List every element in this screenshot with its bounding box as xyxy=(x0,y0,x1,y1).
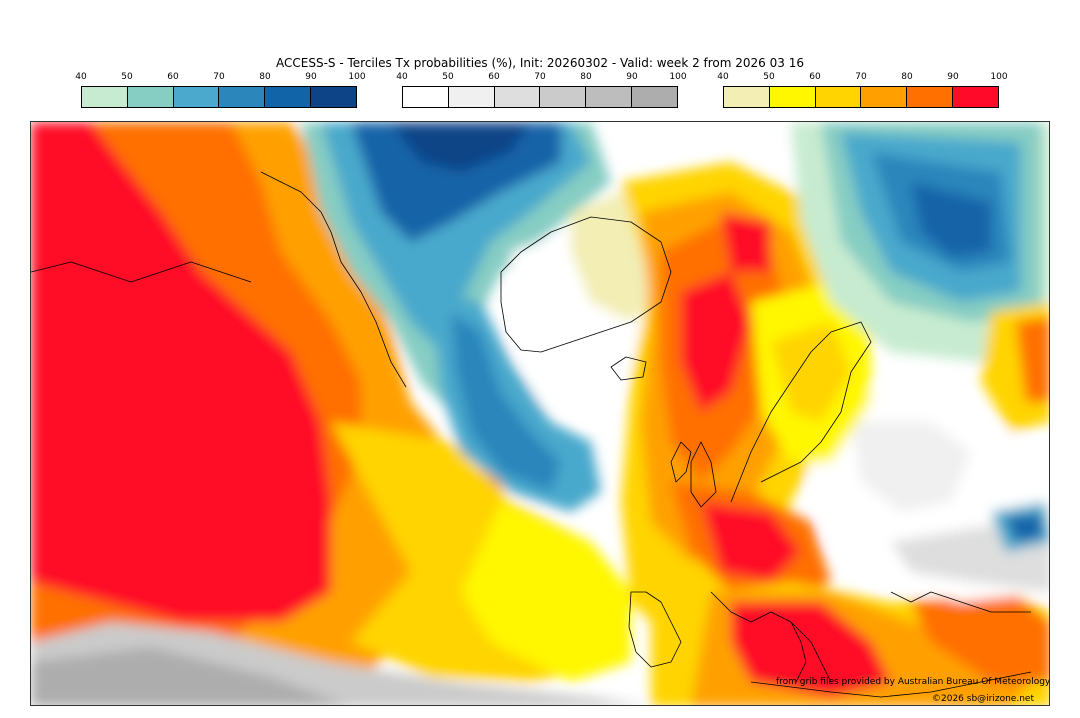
coastlines xyxy=(31,171,1032,698)
probability-map xyxy=(30,121,1050,706)
data-source-credit: from grib files provided by Australian B… xyxy=(776,677,1051,687)
legend-tick: 70 xyxy=(213,72,225,82)
legend-tick: 50 xyxy=(763,72,775,82)
legend-tick: 90 xyxy=(947,72,959,82)
legend-swatch xyxy=(586,87,633,107)
legend-ticks: 40 50 60 70 80 90 100 xyxy=(396,72,686,86)
legend-swatch xyxy=(724,87,770,107)
legend-swatches xyxy=(723,86,999,108)
legend-tick: 80 xyxy=(580,72,592,82)
copyright-notice: ©2026 sb@irizone.net xyxy=(932,694,1034,704)
legend-swatch xyxy=(265,87,312,107)
legend-swatch xyxy=(632,87,677,107)
legend-swatch xyxy=(769,87,816,107)
legend-tick: 70 xyxy=(855,72,867,82)
legend-tick: 60 xyxy=(488,72,500,82)
legend-swatches xyxy=(81,86,357,108)
legend-ticks: 40 50 60 70 80 90 100 xyxy=(75,72,365,86)
legend-tick: 100 xyxy=(669,72,687,82)
legend-swatch xyxy=(907,87,954,107)
legend-swatch xyxy=(861,87,908,107)
legend-swatch xyxy=(173,87,220,107)
legend-tick: 80 xyxy=(259,72,271,82)
legend-swatch xyxy=(540,87,587,107)
legend-swatch xyxy=(494,87,541,107)
legend-tick: 40 xyxy=(75,72,87,82)
legend-ticks: 40 50 60 70 80 90 100 xyxy=(717,72,1007,86)
map-title: ACCESS-S - Terciles Tx probabilities (%)… xyxy=(276,56,804,70)
legend-tick: 100 xyxy=(348,72,366,82)
legend-tick: 60 xyxy=(809,72,821,82)
legend-swatch xyxy=(311,87,356,107)
legend-near-normal: 40 50 60 70 80 90 100 xyxy=(396,72,687,112)
legend-swatch xyxy=(127,87,174,107)
legend-tick: 100 xyxy=(990,72,1008,82)
legend-tick: 90 xyxy=(305,72,317,82)
legend-tick: 60 xyxy=(167,72,179,82)
legend-below-normal: 40 50 60 70 80 90 100 xyxy=(75,72,366,112)
legend-swatch xyxy=(403,87,449,107)
legend-tick: 40 xyxy=(396,72,408,82)
legend-tick: 50 xyxy=(442,72,454,82)
legend-swatch xyxy=(448,87,495,107)
legend-swatch xyxy=(953,87,998,107)
map-svg xyxy=(31,122,1049,705)
legend-tick: 80 xyxy=(901,72,913,82)
legend-tick: 90 xyxy=(626,72,638,82)
legend-swatch xyxy=(219,87,266,107)
legend-above-normal: 40 50 60 70 80 90 100 xyxy=(717,72,1008,112)
legend-swatch xyxy=(815,87,862,107)
legend-tick: 70 xyxy=(534,72,546,82)
legend-swatches xyxy=(402,86,678,108)
legend-tick: 50 xyxy=(121,72,133,82)
legend-tick: 40 xyxy=(717,72,729,82)
legend-swatch xyxy=(82,87,128,107)
